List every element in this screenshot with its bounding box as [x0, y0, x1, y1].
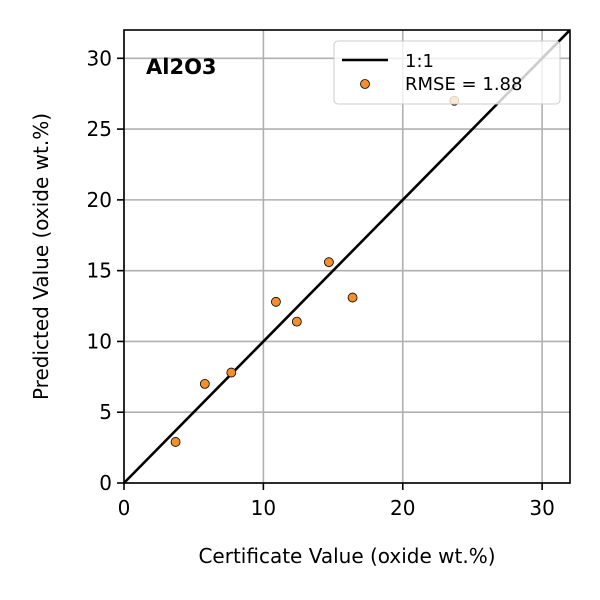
data-point: [170, 437, 181, 447]
data-point: [291, 316, 302, 327]
data-point: [199, 379, 210, 389]
legend-label-series: RMSE = 1.88: [405, 74, 522, 95]
chart-title: Al2O3: [146, 55, 217, 79]
y-tick-label: 10: [87, 329, 112, 353]
ticks: 0 10 20 30 0 5 10 15 20 25 30: [87, 46, 555, 520]
legend-box: [333, 40, 561, 105]
axes-frame: [123, 29, 571, 484]
data-point: [347, 292, 358, 303]
reference-line-1-1: [124, 30, 570, 483]
data-point: [271, 296, 281, 307]
x-tick-label: 10: [251, 496, 276, 520]
data-point: [323, 257, 334, 268]
y-axis-label: Predicted Value (oxide wt.%): [29, 113, 53, 400]
legend: 1:1 RMSE = 1.88: [333, 40, 561, 105]
y-tick-label: 25: [87, 117, 112, 141]
y-tick-label: 15: [87, 259, 112, 283]
y-tick-label: 0: [99, 471, 112, 495]
x-tick-label: 20: [390, 496, 415, 520]
legend-label-reference: 1:1: [405, 51, 434, 72]
data-point: [226, 367, 237, 378]
x-tick-label: 0: [118, 496, 131, 520]
y-tick-label: 20: [87, 188, 112, 212]
legend-marker-swatch: [360, 79, 370, 89]
y-tick-label: 5: [99, 400, 112, 424]
x-axis-label: Certificate Value (oxide wt.%): [198, 544, 495, 568]
x-tick-label: 30: [529, 496, 554, 520]
y-tick-label: 30: [87, 46, 112, 70]
